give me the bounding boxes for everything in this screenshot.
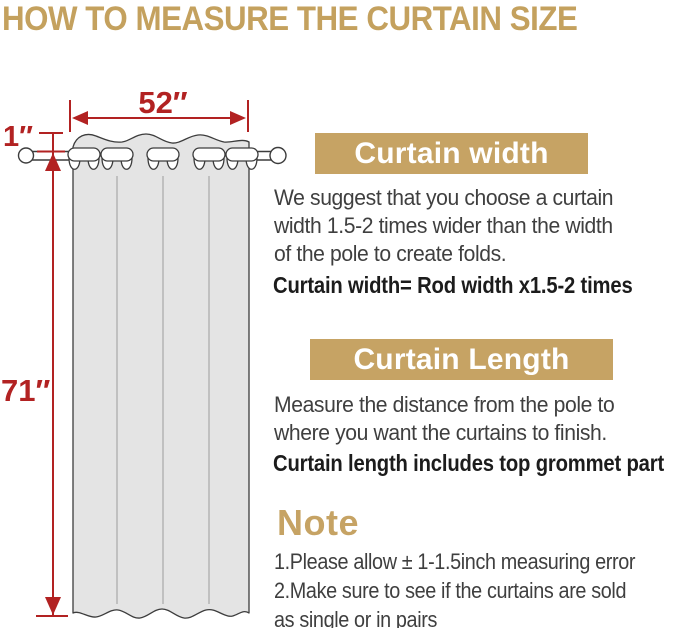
grommet [67,147,101,170]
width-dimension-label: 52″ [138,85,187,120]
curtain-width-formula: Curtain width= Rod width x1.5-2 times [273,272,633,298]
length-dimension-arrow [36,132,68,617]
grommet [192,147,226,170]
note-item-2: 2.Make sure to see if the curtains are s… [274,578,627,628]
rod-finial-right [269,146,287,165]
curtain-width-heading: Curtain width [315,133,588,174]
grommet [100,147,134,170]
curtain-length-body: Measure the distance from the pole to wh… [274,392,615,445]
curtain-panel [72,133,250,619]
note-heading: Note [277,502,359,543]
rod-finial-left [17,147,35,164]
curtain-length-heading: Curtain Length [310,339,613,380]
note-item-1: 1.Please allow ± 1-1.5inch measuring err… [274,549,636,574]
curtain-length-formula: Curtain length includes top grommet part [273,450,665,476]
page-title: HOW TO MEASURE THE CURTAIN SIZE [2,0,578,38]
grommet [146,147,180,170]
grommet [225,147,259,170]
length-dimension-label: 71″ [1,373,50,408]
curtain-diagram: 52″ 1″ 71″ [1,85,287,619]
grommets [67,147,259,170]
grommet-dimension-label: 1″ [3,121,33,153]
curtain-width-body: We suggest that you choose a curtain wid… [274,185,614,266]
curtain-fold-lines [116,176,210,604]
width-dimension-arrow [69,100,249,132]
